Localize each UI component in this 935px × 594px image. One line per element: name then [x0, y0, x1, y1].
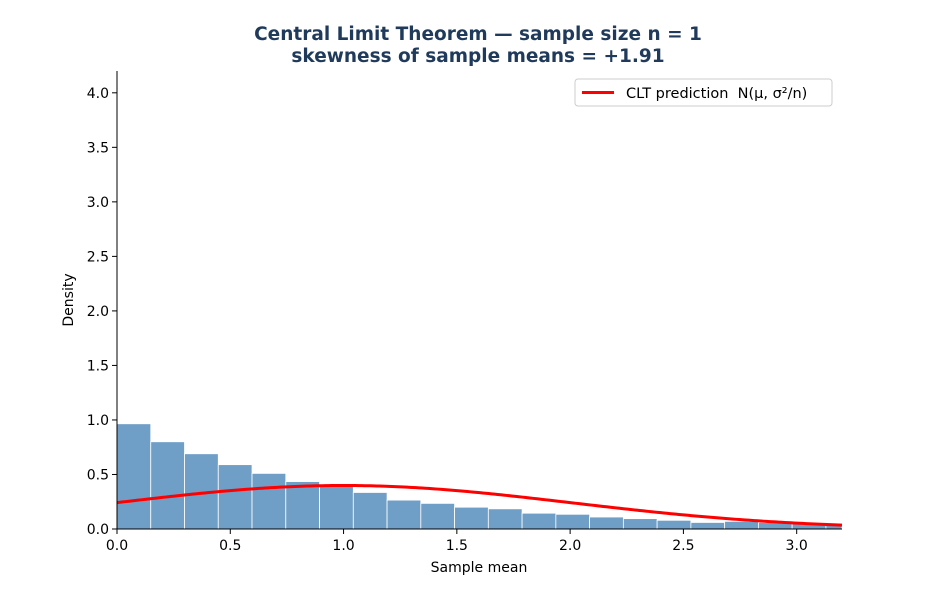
histogram-bar-13 — [555, 513, 591, 530]
x-axis-label: Sample mean — [431, 560, 528, 576]
y-tick-label-4: 2.0 — [87, 304, 109, 320]
histogram-bar-12 — [521, 512, 557, 530]
legend-box — [574, 78, 833, 107]
x-tick-label-4: 2.0 — [559, 538, 581, 554]
x-tick-label-2: 1.0 — [332, 538, 354, 554]
y-tick-label-1: 0.5 — [87, 467, 109, 483]
histogram-bar-18 — [724, 520, 759, 530]
y-tick-label-6: 3.0 — [87, 195, 109, 211]
clt-curve-layer — [116, 484, 843, 527]
histogram-bar-5 — [285, 481, 320, 530]
histogram-bar-14 — [589, 516, 624, 530]
chart-title-line-1: Central Limit Theorem — sample size n = … — [254, 24, 702, 45]
legend-label-clt: CLT prediction N(μ, σ²/n) — [626, 86, 807, 102]
chart-title-line-2: skewness of sample means = +1.91 — [291, 46, 664, 67]
y-tick-label-3: 1.5 — [87, 358, 109, 374]
y-tick-label-0: 0.0 — [87, 522, 109, 538]
histogram-bar-4 — [251, 472, 287, 530]
x-tick-label-5: 2.5 — [672, 538, 694, 554]
y-ticks: 0.0 0.5 1.0 1.5 2.0 2.5 3.0 3.5 4.0 — [87, 86, 117, 538]
histogram-bar-17 — [690, 522, 726, 530]
y-tick-label-8: 4.0 — [87, 86, 109, 102]
histogram-bar-9 — [420, 502, 455, 530]
x-tick-label-0: 0.0 — [106, 538, 128, 554]
histogram-bar-0 — [116, 423, 152, 530]
histogram-bar-16 — [656, 519, 692, 530]
legend: CLT prediction N(μ, σ²/n) — [574, 78, 833, 107]
x-tick-label-1: 0.5 — [219, 538, 241, 554]
histogram-bar-8 — [386, 499, 422, 530]
clt-prediction-curve — [116, 484, 843, 527]
histogram-bar-11 — [487, 508, 523, 530]
histogram-bar-1 — [150, 441, 185, 530]
y-tick-label-2: 1.0 — [87, 413, 109, 429]
histogram-bar-7 — [352, 492, 388, 530]
histogram-bar-15 — [622, 518, 658, 530]
x-tick-label-6: 3.0 — [786, 538, 808, 554]
y-tick-label-7: 3.5 — [87, 140, 109, 156]
histogram-bar-6 — [319, 486, 354, 530]
histogram-bars — [116, 423, 843, 530]
y-tick-label-5: 2.5 — [87, 249, 109, 265]
histogram-bar-3 — [217, 464, 253, 530]
axes — [116, 71, 842, 530]
x-ticks: 0.0 0.5 1.0 1.5 2.0 2.5 3.0 — [106, 529, 808, 554]
x-tick-label-3: 1.5 — [446, 538, 468, 554]
histogram-bar-10 — [454, 506, 489, 530]
y-axis-label: Density — [61, 273, 77, 326]
